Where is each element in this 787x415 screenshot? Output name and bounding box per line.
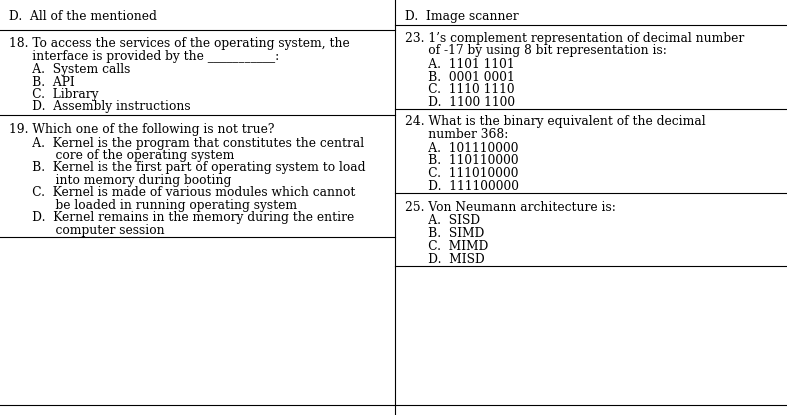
Text: D.  MISD: D. MISD <box>405 253 485 266</box>
Text: computer session: computer session <box>9 224 165 237</box>
Text: A.  1101 1101: A. 1101 1101 <box>405 58 515 71</box>
Text: 19. Which one of the following is not true?: 19. Which one of the following is not tr… <box>9 123 275 136</box>
Text: D.  Image scanner: D. Image scanner <box>405 10 519 23</box>
Text: A.  101110000: A. 101110000 <box>405 142 519 154</box>
Text: 25. Von Neumann architecture is:: 25. Von Neumann architecture is: <box>405 201 616 214</box>
Text: core of the operating system: core of the operating system <box>9 149 235 162</box>
Text: D.  1100 1100: D. 1100 1100 <box>405 96 515 109</box>
Text: B.  API: B. API <box>9 76 76 88</box>
Text: number 368:: number 368: <box>405 128 508 141</box>
Text: 24. What is the binary equivalent of the decimal: 24. What is the binary equivalent of the… <box>405 115 706 128</box>
Text: D.  Assembly instructions: D. Assembly instructions <box>9 100 191 113</box>
Text: 23. 1’s complement representation of decimal number: 23. 1’s complement representation of dec… <box>405 32 745 44</box>
Text: A.  SISD: A. SISD <box>405 214 480 227</box>
Text: D.  All of the mentioned: D. All of the mentioned <box>9 10 157 23</box>
Text: B.  110110000: B. 110110000 <box>405 154 519 167</box>
Text: C.  Kernel is made of various modules which cannot: C. Kernel is made of various modules whi… <box>9 186 356 199</box>
Text: B.  Kernel is the first part of operating system to load: B. Kernel is the first part of operating… <box>9 161 366 174</box>
Text: 18. To access the services of the operating system, the: 18. To access the services of the operat… <box>9 37 350 49</box>
Text: C.  1110 1110: C. 1110 1110 <box>405 83 515 96</box>
Text: interface is provided by the ___________:: interface is provided by the ___________… <box>9 50 279 63</box>
Text: of -17 by using 8 bit representation is:: of -17 by using 8 bit representation is: <box>405 44 667 57</box>
Text: D.  Kernel remains in the memory during the entire: D. Kernel remains in the memory during t… <box>9 211 355 224</box>
Text: into memory during booting: into memory during booting <box>9 174 232 187</box>
Text: B.  SIMD: B. SIMD <box>405 227 485 240</box>
Text: be loaded in running operating system: be loaded in running operating system <box>9 199 297 212</box>
Text: A.  System calls: A. System calls <box>9 63 131 76</box>
Text: A.  Kernel is the program that constitutes the central: A. Kernel is the program that constitute… <box>9 137 364 149</box>
Text: C.  MIMD: C. MIMD <box>405 240 489 253</box>
Text: D.  111100000: D. 111100000 <box>405 180 519 193</box>
Text: B.  0001 0001: B. 0001 0001 <box>405 71 515 83</box>
Text: C.  111010000: C. 111010000 <box>405 167 519 180</box>
Text: C.  Library: C. Library <box>9 88 99 101</box>
